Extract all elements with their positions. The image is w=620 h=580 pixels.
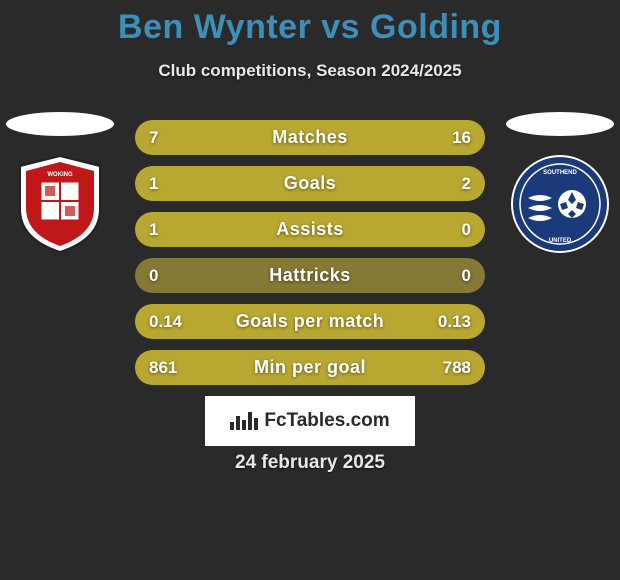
stat-label: Min per goal: [135, 357, 485, 378]
svg-text:SOUTHEND: SOUTHEND: [543, 170, 577, 176]
stats-container: 7Matches161Goals21Assists00Hattricks00.1…: [135, 120, 485, 385]
oval-shadow-right: [506, 112, 614, 136]
crest-right: SOUTHEND UNITED: [510, 154, 610, 254]
player-left-badge: WOKING: [5, 112, 115, 254]
stat-right-value: 788: [443, 358, 471, 378]
stat-right-value: 16: [452, 128, 471, 148]
stat-label: Assists: [135, 219, 485, 240]
stat-row: 1Assists0: [135, 212, 485, 247]
stat-label: Goals per match: [135, 311, 485, 332]
stat-row: 1Goals2: [135, 166, 485, 201]
stat-row: 0Hattricks0: [135, 258, 485, 293]
stat-label: Goals: [135, 173, 485, 194]
watermark-text: FcTables.com: [264, 410, 389, 432]
player-right-badge: SOUTHEND UNITED: [505, 112, 615, 254]
page-title: Ben Wynter vs Golding: [0, 0, 620, 47]
svg-text:WOKING: WOKING: [47, 172, 73, 178]
watermark: FcTables.com: [205, 396, 415, 446]
crest-left: WOKING: [10, 154, 110, 254]
stat-right-value: 0: [462, 266, 471, 286]
stat-row: 7Matches16: [135, 120, 485, 155]
stat-right-value: 0.13: [438, 312, 471, 332]
chart-icon: [230, 412, 258, 430]
stat-right-value: 2: [462, 174, 471, 194]
stat-row: 0.14Goals per match0.13: [135, 304, 485, 339]
date-label: 24 february 2025: [0, 452, 620, 474]
stat-right-value: 0: [462, 220, 471, 240]
subtitle: Club competitions, Season 2024/2025: [0, 61, 620, 81]
stat-label: Matches: [135, 127, 485, 148]
stat-row: 861Min per goal788: [135, 350, 485, 385]
stat-label: Hattricks: [135, 265, 485, 286]
svg-text:UNITED: UNITED: [549, 238, 572, 244]
oval-shadow-left: [6, 112, 114, 136]
